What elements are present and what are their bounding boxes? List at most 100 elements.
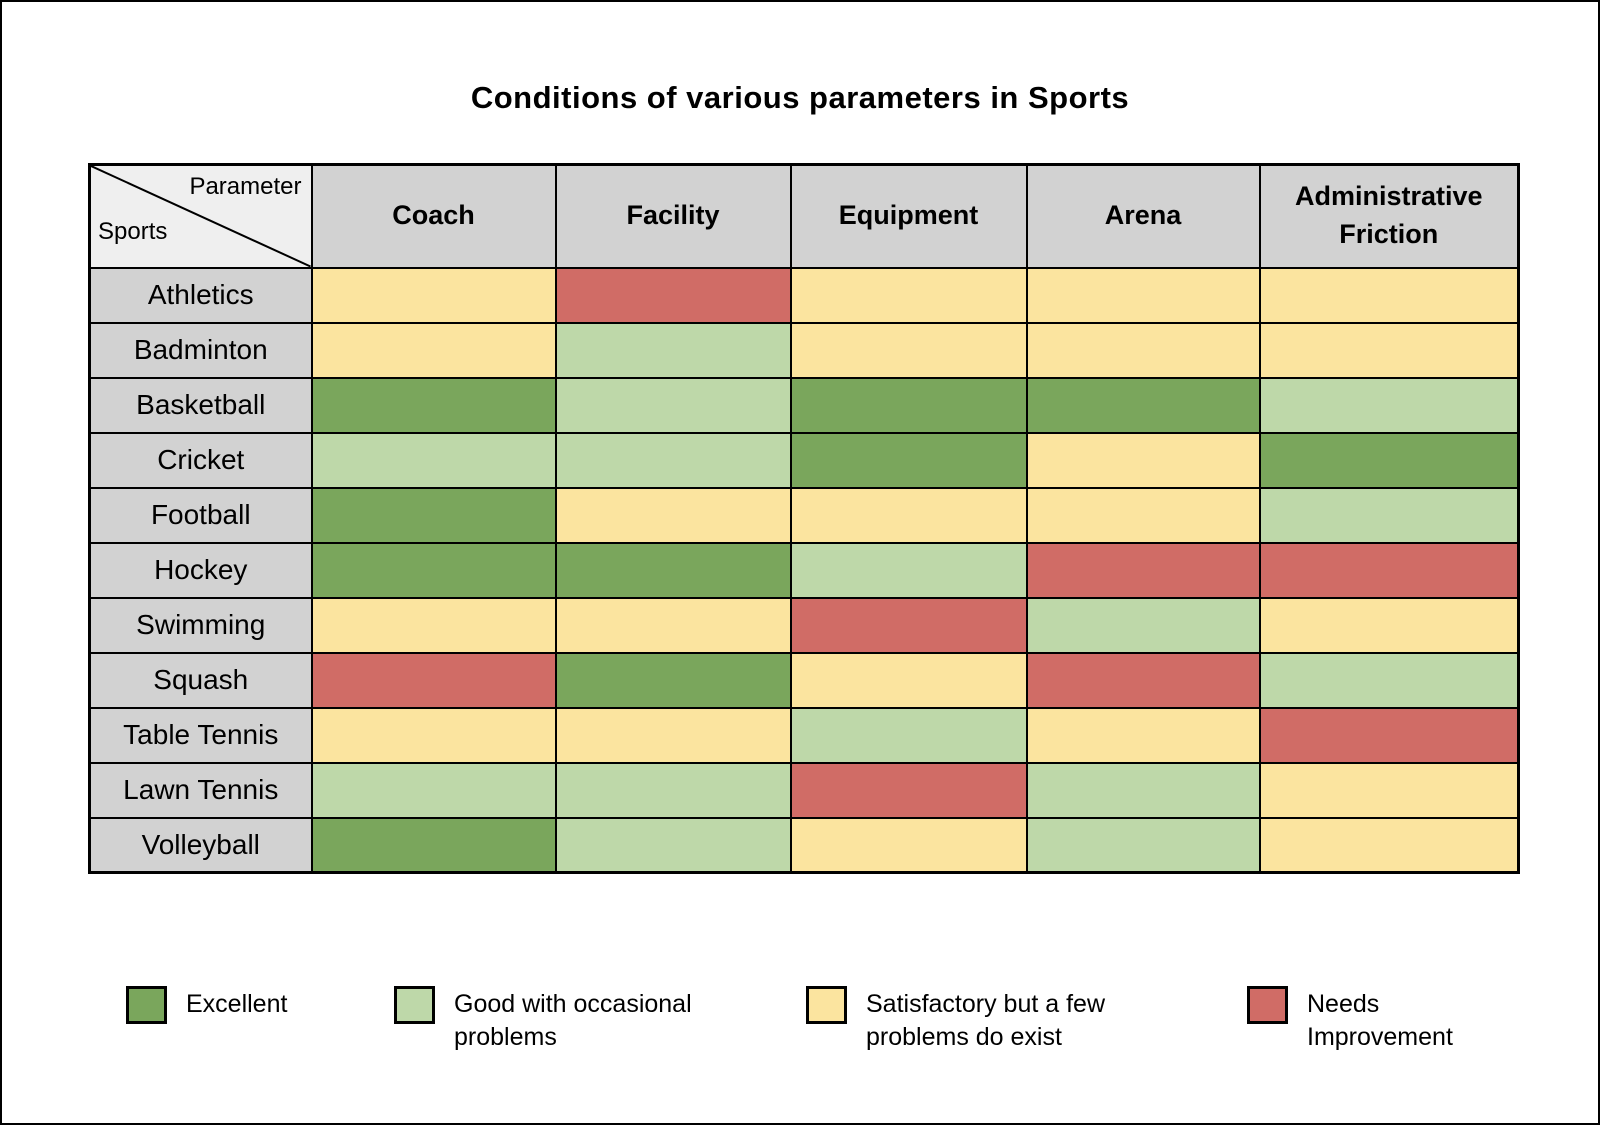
rating-cell [1025,376,1261,434]
table-row-basketball: Basketball [88,376,1520,434]
rating-cell [1258,376,1520,434]
legend-item-satisfactory: Satisfactory but a few problems do exist [806,986,1166,1054]
rating-cell [554,596,792,654]
column-header-equipment: Equipment [789,163,1028,269]
rating-cell [789,596,1028,654]
row-label-table-tennis: Table Tennis [88,706,313,764]
rating-cell [1025,596,1261,654]
rating-cell [789,376,1028,434]
rating-cell [310,816,557,874]
rating-cell [789,651,1028,709]
rating-cell [1025,541,1261,599]
column-header-facility: Facility [554,163,792,269]
rating-cell [554,376,792,434]
column-header-coach: Coach [310,163,557,269]
rating-cell [1025,706,1261,764]
header-row: Parameter Sports Coach Facility Equipment A… [88,163,1520,269]
row-label-lawn-tennis: Lawn Tennis [88,761,313,819]
rating-cell [1258,486,1520,544]
table-row-squash: Squash [88,651,1520,709]
corner-parameter-label: Parameter [189,173,302,200]
row-label-hockey: Hockey [88,541,313,599]
rating-cell [554,431,792,489]
rating-cell [789,816,1028,874]
legend-label-good: Good with occasional problems [454,990,692,1051]
rating-cell [310,596,557,654]
legend-swatch-excellent [126,986,167,1024]
rating-cell [554,321,792,379]
rating-cell [554,761,792,819]
rating-cell [310,486,557,544]
rating-cell [789,541,1028,599]
rating-cell [1258,321,1520,379]
rating-cell [789,431,1028,489]
rating-cell [1258,266,1520,324]
legend-label-excellent: Excellent [186,990,288,1018]
rating-cell [310,541,557,599]
legend-label-satisfactory: Satisfactory but a few problems do exist [866,990,1106,1051]
table-row-badminton: Badminton [88,321,1520,379]
legend-item-excellent: Excellent [126,986,287,1024]
rating-cell [1258,706,1520,764]
rating-cell [789,266,1028,324]
corner-cell: Parameter Sports [88,163,313,269]
table-row-swimming: Swimming [88,596,1520,654]
rating-cell [789,761,1028,819]
rating-cell [554,816,792,874]
rating-cell [554,486,792,544]
table-row-hockey: Hockey [88,541,1520,599]
rating-cell [1258,596,1520,654]
legend-swatch-good [394,986,435,1024]
rating-cell [1025,761,1261,819]
table-row-athletics: Athletics [88,266,1520,324]
row-label-athletics: Athletics [88,266,313,324]
rating-cell [1025,431,1261,489]
legend-swatch-satisfactory [806,986,847,1024]
table-row-lawn-tennis: Lawn Tennis [88,761,1520,819]
legend: Excellent Good with occasional problems Sa… [2,986,1598,1096]
rating-cell [1258,761,1520,819]
rating-cell [789,706,1028,764]
rating-cell [310,431,557,489]
table-row-volleyball: Volleyball [88,816,1520,874]
row-label-cricket: Cricket [88,431,313,489]
rating-cell [1025,486,1261,544]
rating-cell [789,321,1028,379]
corner-sports-label: Sports [98,217,168,245]
rating-cell [1258,431,1520,489]
rating-cell [554,706,792,764]
rating-cell [789,486,1028,544]
rating-cell [1258,541,1520,599]
rating-cell [1025,651,1261,709]
column-header-arena: Arena [1025,163,1261,269]
table-row-cricket: Cricket [88,431,1520,489]
row-label-basketball: Basketball [88,376,313,434]
rating-cell [310,761,557,819]
table-row-football: Football [88,486,1520,544]
rating-cell [554,541,792,599]
rating-cell [310,321,557,379]
conditions-table: Parameter Sports Coach Facility Equipment A… [88,163,1520,874]
rating-cell [310,266,557,324]
legend-label-needs-improvement: Needs Improvement [1307,990,1453,1051]
rating-cell [554,651,792,709]
legend-item-good: Good with occasional problems [394,986,734,1054]
row-label-squash: Squash [88,651,313,709]
rating-cell [554,266,792,324]
chart-title: Conditions of various parameters in Spor… [470,80,1130,115]
rating-cell [1258,651,1520,709]
row-label-badminton: Badminton [88,321,313,379]
column-header-administrative-friction: Administrative Friction [1258,163,1520,269]
rating-cell [1025,321,1261,379]
rating-cell [310,651,557,709]
legend-item-needs-improvement: Needs Improvement [1247,986,1502,1054]
row-label-swimming: Swimming [88,596,313,654]
rating-cell [310,376,557,434]
row-label-football: Football [88,486,313,544]
rating-cell [310,706,557,764]
rating-cell [1025,816,1261,874]
rating-cell [1258,816,1520,874]
table-body: Athletics Badminton Basketball Cricket Footb… [88,266,1520,874]
rating-cell [1025,266,1261,324]
